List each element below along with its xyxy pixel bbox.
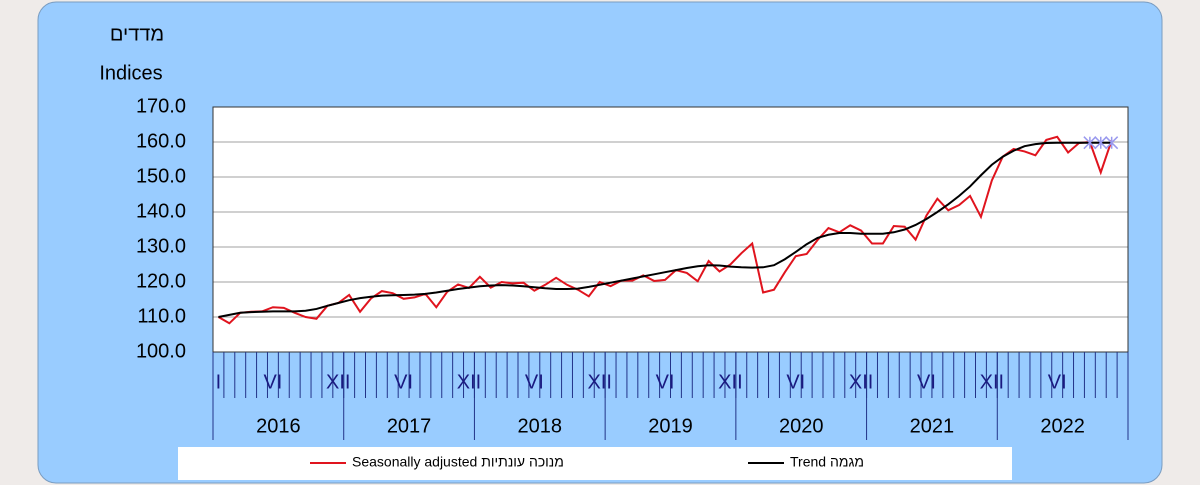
y-tick-label: 160.0 bbox=[136, 130, 186, 152]
series-line bbox=[218, 141, 1112, 318]
chart-title: מדדים bbox=[110, 23, 164, 45]
year-label: 2017 bbox=[387, 415, 432, 437]
y-axis-label: Indices bbox=[99, 62, 162, 84]
x-tick-label: I bbox=[216, 371, 222, 393]
x-tick-label: XII bbox=[718, 371, 742, 393]
x-tick-label: XII bbox=[326, 371, 350, 393]
x-tick-label: VI bbox=[394, 371, 413, 393]
x-tick-label: VI bbox=[263, 371, 282, 393]
y-tick-label: 130.0 bbox=[136, 235, 186, 257]
x-tick-label: XII bbox=[980, 371, 1004, 393]
legend-label: Seasonally adjusted מנוכה עונתיות bbox=[352, 454, 564, 470]
y-tick-label: 170.0 bbox=[136, 95, 186, 117]
x-tick-label: VI bbox=[1048, 371, 1067, 393]
year-label: 2021 bbox=[910, 415, 955, 437]
x-tick-label: XII bbox=[457, 371, 481, 393]
legend-label: Trend מגמה bbox=[790, 454, 864, 470]
y-tick-label: 120.0 bbox=[136, 270, 186, 292]
provisional-marker bbox=[1083, 136, 1097, 150]
year-label: 2020 bbox=[779, 415, 824, 437]
series-line bbox=[217, 135, 1113, 325]
x-tick-label: VI bbox=[656, 371, 675, 393]
x-tick-label: VI bbox=[525, 371, 544, 393]
year-label: 2018 bbox=[518, 415, 563, 437]
year-label: 2019 bbox=[648, 415, 693, 437]
legend bbox=[178, 447, 1012, 480]
y-tick-label: 140.0 bbox=[136, 200, 186, 222]
year-label: 2016 bbox=[256, 415, 301, 437]
x-tick-label: VI bbox=[917, 371, 936, 393]
y-tick-label: 110.0 bbox=[137, 305, 186, 327]
plot-area bbox=[213, 107, 1128, 352]
year-label: 2022 bbox=[1040, 415, 1085, 437]
y-tick-label: 150.0 bbox=[136, 165, 186, 187]
x-tick-label: XII bbox=[849, 371, 873, 393]
x-tick-label: XII bbox=[587, 371, 611, 393]
y-tick-label: 100.0 bbox=[136, 340, 186, 362]
provisional-marker bbox=[1105, 136, 1119, 150]
provisional-marker bbox=[1094, 136, 1108, 150]
x-tick-label: VI bbox=[786, 371, 805, 393]
